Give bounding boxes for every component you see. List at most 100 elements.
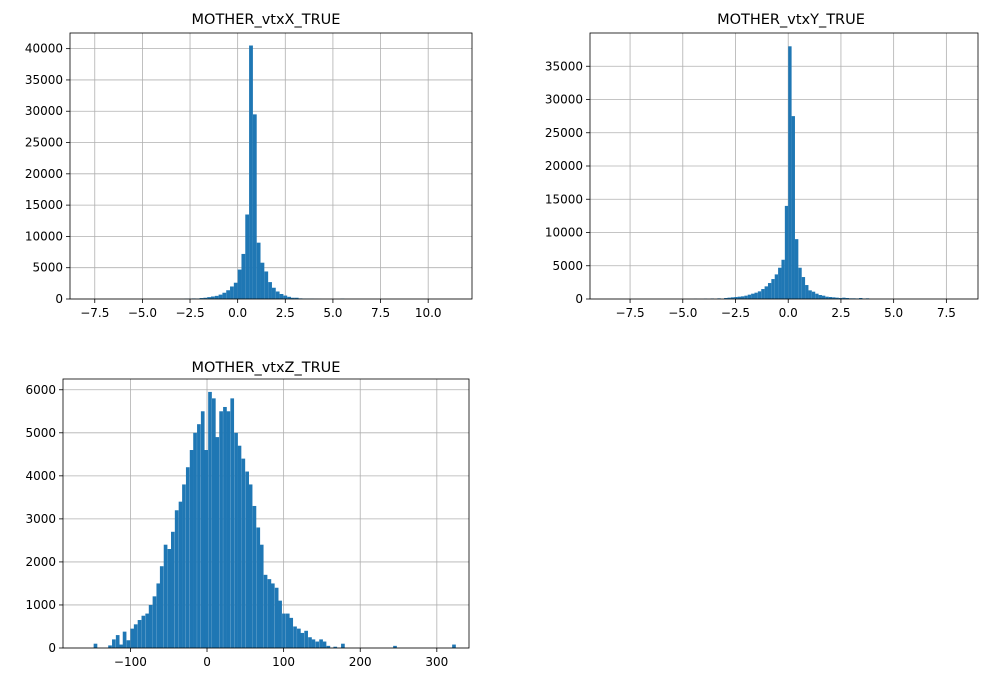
histogram-bar — [287, 296, 292, 299]
histogram-bar — [341, 643, 345, 648]
y-tick-label: 15000 — [545, 192, 583, 206]
histogram-bar — [241, 253, 246, 299]
y-tick-label: 0 — [55, 292, 63, 306]
histogram-bar — [193, 432, 197, 648]
histogram-bar — [767, 283, 772, 299]
histogram-bar — [252, 505, 257, 648]
histogram-bar — [838, 298, 843, 299]
histogram-bar — [311, 639, 316, 648]
histogram-bar — [774, 274, 779, 299]
y-tick-label: 3000 — [25, 512, 56, 526]
histogram-bar — [784, 205, 789, 299]
histogram-bar — [271, 287, 276, 299]
histogram-bar — [764, 286, 768, 299]
histogram-bar — [237, 445, 242, 648]
y-tick-label: 1000 — [25, 598, 56, 612]
histogram-bar — [845, 298, 849, 299]
histogram-bar — [249, 45, 253, 300]
histogram-bar — [218, 294, 223, 299]
histogram-bar — [126, 640, 131, 648]
histogram-bar — [199, 298, 204, 299]
histogram-bar — [771, 279, 775, 299]
histogram-bar — [204, 450, 209, 648]
histogram-bar — [734, 297, 738, 299]
histogram-bar — [724, 298, 728, 299]
histogram-bar — [237, 269, 242, 299]
histogram-bar — [148, 604, 153, 648]
histogram-bar — [452, 644, 456, 648]
histogram-bar — [230, 286, 234, 299]
histogram-bar — [279, 293, 284, 299]
histogram-bar — [208, 391, 212, 648]
histogram-bar — [260, 262, 265, 299]
y-tick-label: 6000 — [25, 383, 56, 397]
histogram-bar — [333, 646, 338, 648]
histogram-bar — [727, 297, 731, 299]
histogram-bar — [275, 291, 280, 299]
histogram-bar — [215, 437, 220, 648]
histogram-bar — [108, 645, 112, 648]
y-tick-label: 10000 — [25, 229, 63, 243]
histogram-bar — [751, 293, 755, 299]
histogram-bar — [210, 296, 215, 299]
histogram-bar — [282, 613, 286, 648]
x-tick-label: 100 — [272, 655, 295, 669]
histogram-bar — [115, 635, 120, 648]
histogram-bar — [152, 596, 157, 648]
y-tick-label: 30000 — [545, 93, 583, 107]
x-tick-label: −100 — [114, 655, 147, 669]
histogram-bar — [167, 549, 172, 648]
histogram-bar — [832, 297, 836, 299]
histogram-bar — [289, 617, 294, 648]
y-tick-label: 35000 — [545, 59, 583, 73]
x-tick-label: 7.5 — [937, 306, 956, 320]
histogram-bar — [326, 645, 331, 648]
histogram-bar — [259, 544, 264, 648]
histogram-bar — [730, 297, 735, 299]
x-tick-label: 0 — [203, 655, 211, 669]
histogram-bar — [747, 294, 752, 299]
histogram-bar — [308, 637, 312, 648]
histogram-bar — [821, 295, 826, 299]
histogram-bar — [248, 484, 253, 648]
histogram-bar — [285, 613, 290, 648]
histogram-bar — [825, 296, 829, 299]
histogram-panel-vtx-z: MOTHER_vtxZ_TRUE −100 0 100 200 300010002000… — [25, 360, 470, 669]
histogram-bar — [393, 645, 397, 648]
x-tick-label: −7.5 — [615, 306, 644, 320]
x-tick-label: 300 — [425, 655, 448, 669]
axes-frame — [69, 32, 473, 300]
histogram-bar — [744, 295, 748, 299]
histogram-bar — [226, 290, 231, 299]
histogram-bar — [293, 626, 297, 648]
y-tick-label: 5000 — [552, 259, 583, 273]
histogram-bar — [252, 114, 257, 299]
y-tick-label: 15000 — [25, 198, 63, 212]
x-tick-label: −7.5 — [80, 306, 109, 320]
histogram-bar — [234, 432, 238, 648]
x-tick-label: 5.0 — [884, 306, 903, 320]
histogram-bar — [245, 471, 249, 648]
plot-title: MOTHER_vtxY_TRUE — [717, 12, 865, 28]
y-tick-label: 5000 — [32, 261, 63, 275]
histogram-bar — [119, 644, 123, 648]
histogram-bar — [137, 620, 142, 648]
histogram-bar — [264, 271, 269, 299]
histogram-bar — [319, 639, 323, 648]
y-tick-label: 0 — [575, 292, 583, 306]
histogram-bar — [263, 574, 268, 648]
histogram-bar — [256, 242, 261, 299]
y-tick-label: 10000 — [545, 226, 583, 240]
histogram-bar — [794, 239, 799, 299]
histogram-bar — [304, 630, 308, 648]
histogram-bar — [737, 296, 741, 299]
histogram-bar — [283, 295, 288, 299]
histogram-bar — [297, 628, 301, 648]
histogram-bar — [740, 296, 745, 299]
histogram-bar — [222, 292, 227, 299]
y-tick-label: 35000 — [25, 73, 63, 87]
histogram-bar — [791, 116, 795, 299]
y-tick-label: 25000 — [545, 126, 583, 140]
x-tick-label: −2.5 — [175, 306, 204, 320]
